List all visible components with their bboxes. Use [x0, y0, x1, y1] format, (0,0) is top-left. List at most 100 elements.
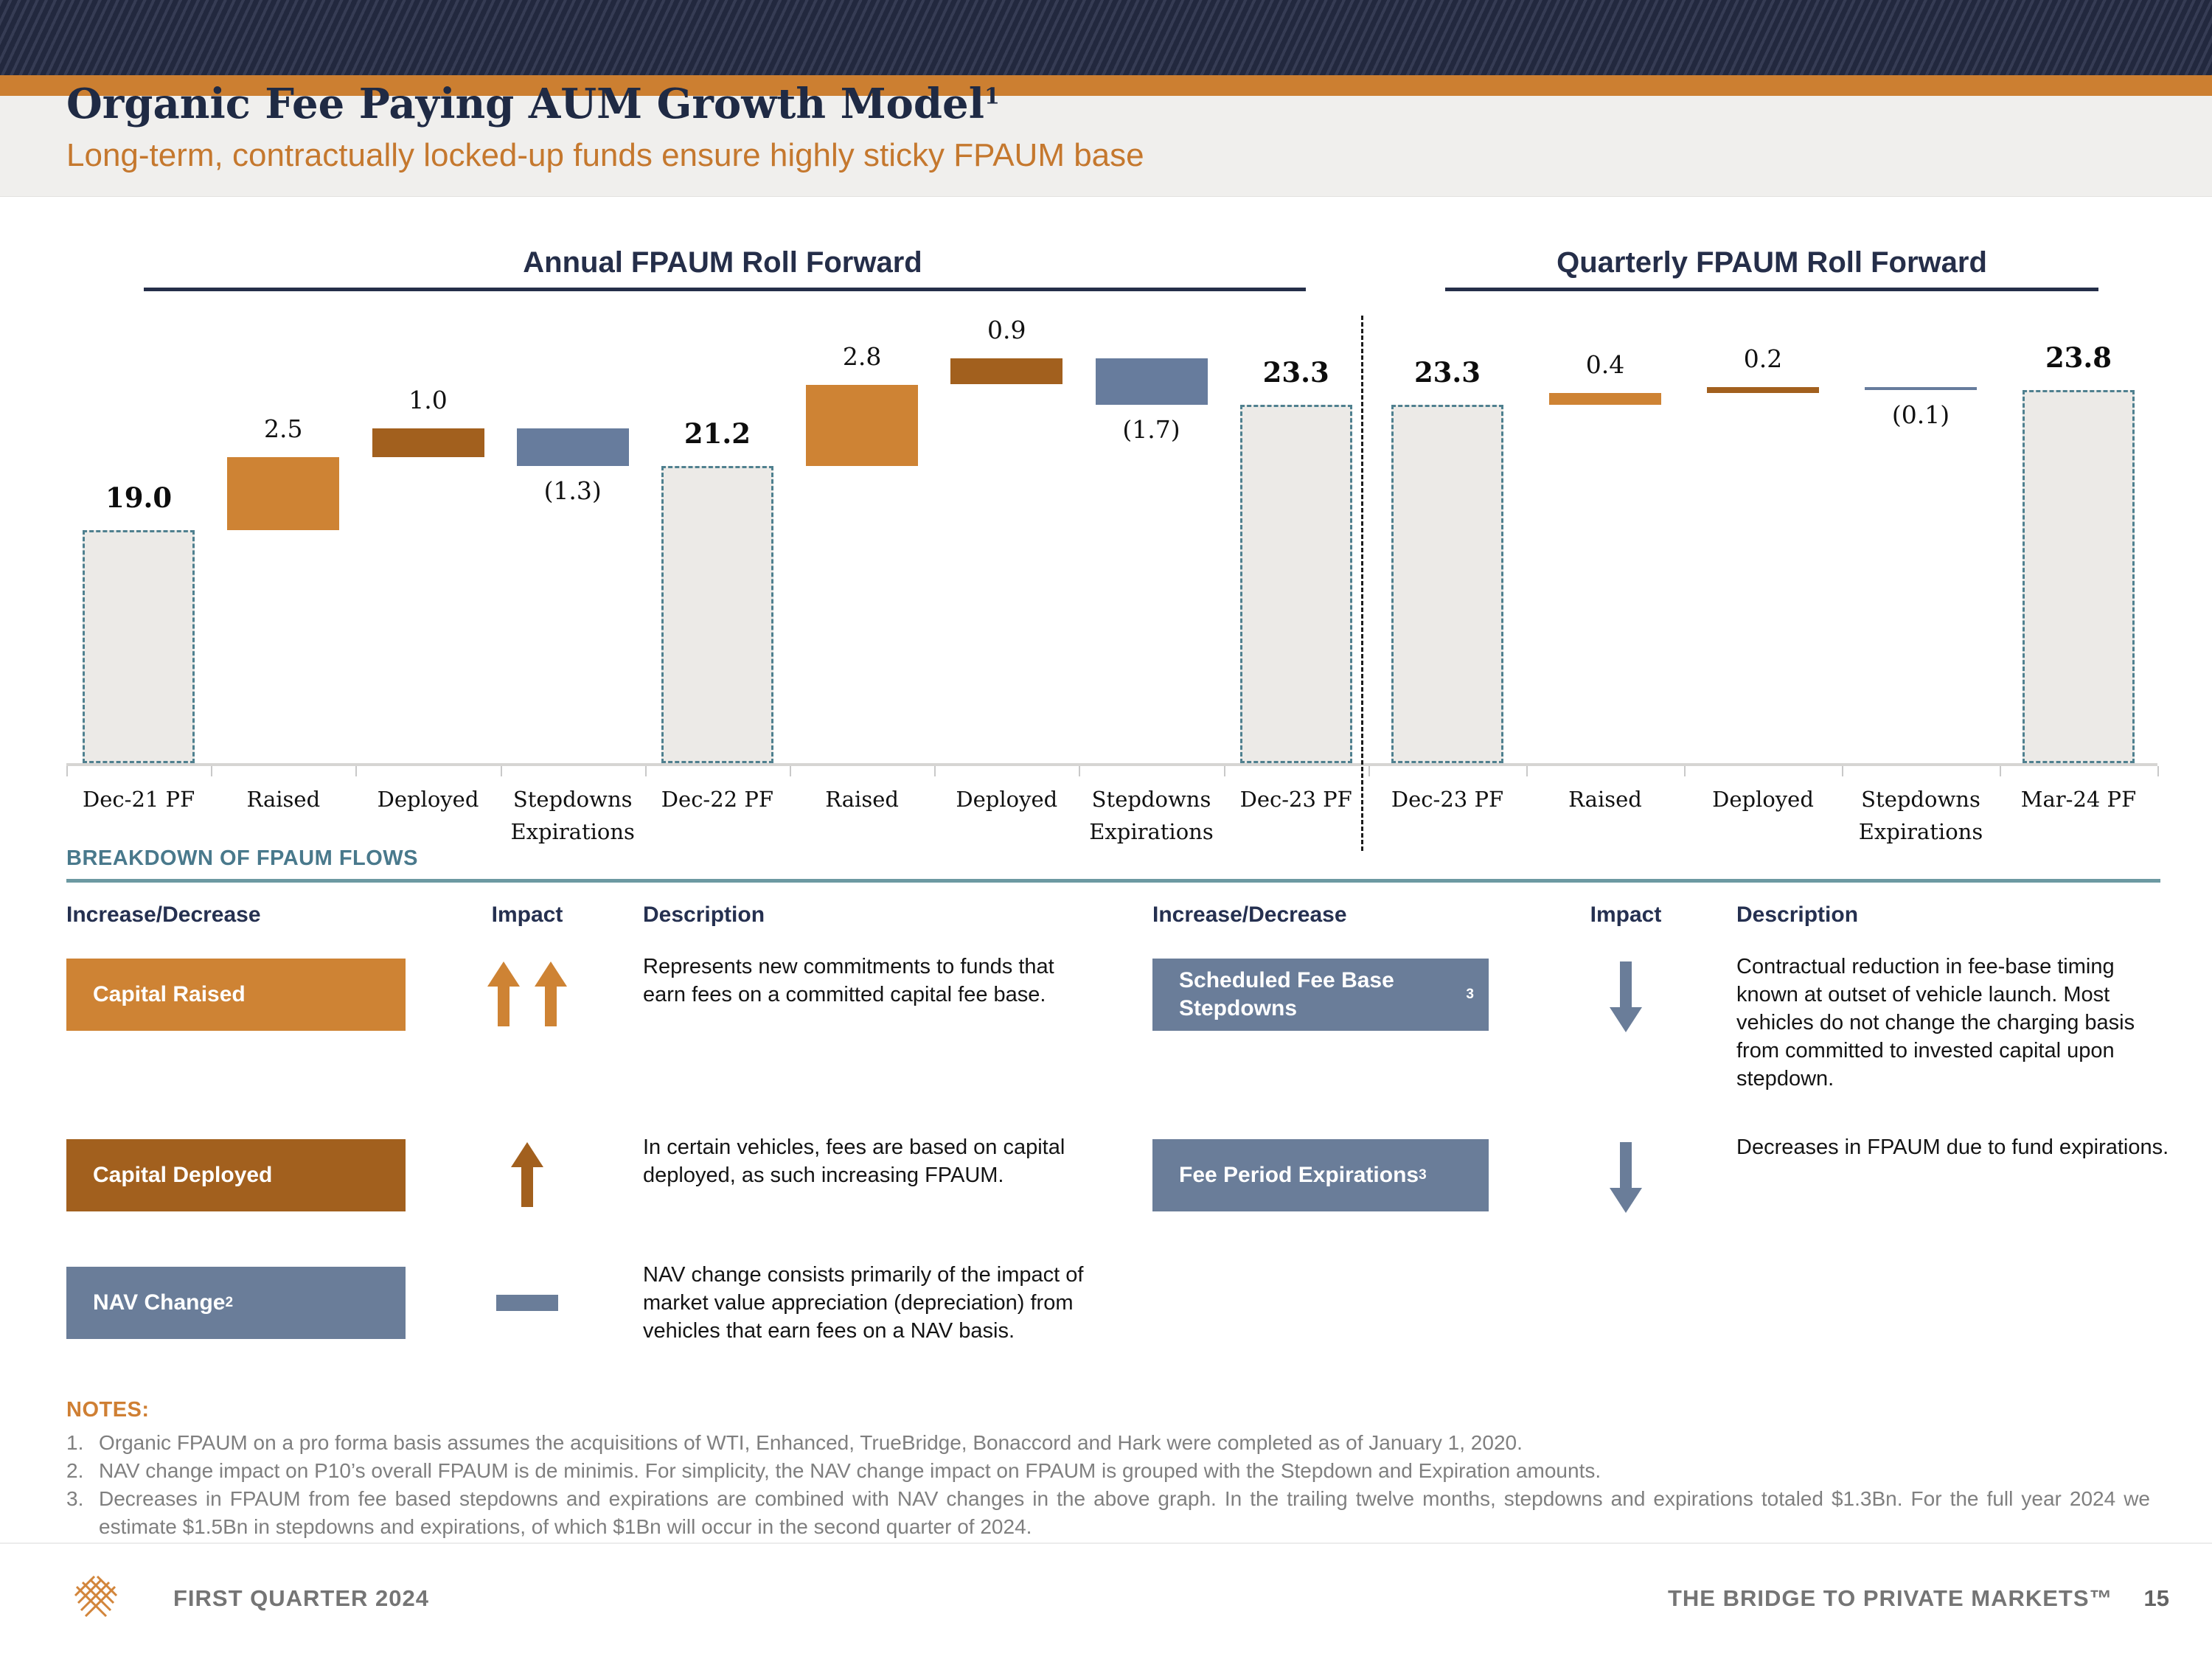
bar-value-label: 0.2 [1743, 344, 1783, 374]
bar-category-label: Stepdowns [512, 787, 633, 812]
axis-tick [1842, 766, 1843, 776]
col-header-increase-right: Increase/Decrease [1152, 902, 1347, 927]
chart-title-underline-quarterly [1445, 288, 2098, 291]
axis-tick [1684, 766, 1686, 776]
chart-title-underline-annual [144, 288, 1306, 291]
note-text: Organic FPAUM on a pro forma basis assum… [99, 1431, 1523, 1454]
bar-value-label: 23.8 [2045, 341, 2112, 375]
flow-description: Decreases in FPAUM due to fund expiratio… [1736, 1135, 2169, 1159]
bar-value-label: 0.9 [987, 315, 1026, 344]
bar-value-label: 0.4 [1585, 350, 1625, 380]
up-arrow-icon [511, 1142, 543, 1207]
footer-rule [0, 1543, 2212, 1544]
waterfall-bar-stepdown [1865, 387, 1977, 391]
impact-up-up [487, 961, 567, 1026]
flow-box-scheduled-fee-base-stepdowns: Scheduled Fee Base Stepdowns 3 [1152, 959, 1489, 1031]
page-number: 15 [2143, 1585, 2169, 1611]
top-navy-band [0, 0, 2212, 75]
bar-category-label: Deployed [377, 787, 479, 812]
chart-divider-dashed-line [1361, 316, 1363, 851]
flow-description: In certain vehicles, fees are based on c… [643, 1135, 1065, 1187]
chart-title-annual: Annual FPAUM Roll Forward [523, 246, 922, 279]
bar-category-label: Raised [1568, 787, 1642, 812]
axis-tick [2000, 766, 2001, 776]
waterfall-bar-total [83, 530, 195, 763]
bar-category-label: Expirations [1858, 819, 1983, 844]
flow-box-label: NAV Change [93, 1290, 226, 1315]
axis-tick [1223, 766, 1225, 776]
bar-category-label: Expirations [1089, 819, 1214, 844]
waterfall-bar-raised [1549, 393, 1661, 406]
bar-category-label: Mar-24 PF [2020, 787, 2137, 812]
bar-value-label: 1.0 [408, 385, 448, 414]
bar-category-label: Dec-21 PF [82, 787, 195, 812]
title-footnote-marker: 1 [984, 83, 1000, 110]
flow-box-capital-deployed: Capital Deployed [66, 1139, 406, 1211]
flow-box-label: Capital Deployed [93, 1163, 273, 1187]
axis-tick [211, 766, 213, 776]
flow-box-footnote-marker: 3 [1419, 1167, 1427, 1183]
bar-category-label: Dec-23 PF [1239, 787, 1352, 812]
waterfall-bar-total [661, 466, 773, 763]
waterfall-bar-deployed [1707, 387, 1819, 394]
flow-box-footnote-marker: 3 [1466, 987, 1474, 1002]
bar-value-label: (0.1) [1891, 400, 1950, 430]
col-header-increase-left: Increase/Decrease [66, 902, 261, 927]
waterfall-bar-deployed [372, 428, 484, 458]
waterfall-bar-raised [806, 384, 919, 467]
up-arrow-icon [535, 961, 567, 1026]
bar-value-label: 23.3 [1262, 356, 1329, 389]
flow-description: Contractual reduction in fee-base timing… [1736, 955, 2135, 1091]
note-number: 3. [66, 1487, 84, 1510]
axis-tick [1526, 766, 1528, 776]
axis-tick [1368, 766, 1370, 776]
bar-category-label: Expirations [510, 819, 635, 844]
footer-tagline: THE BRIDGE TO PRIVATE MARKETS™ 15 [1668, 1585, 2169, 1612]
bar-category-label: Deployed [1712, 787, 1814, 812]
note-number: 2. [66, 1459, 84, 1482]
up-arrow-icon [487, 961, 520, 1026]
bar-category-label: Deployed [956, 787, 1058, 812]
bar-value-label: 2.8 [842, 341, 882, 371]
flow-box-fee-period-expirations: Fee Period Expirations 3 [1152, 1139, 1489, 1211]
waterfall-bar-stepdown [1095, 358, 1208, 406]
impact-down [1610, 1142, 1642, 1213]
footer-tagline-text: THE BRIDGE TO PRIVATE MARKETS™ [1667, 1585, 2113, 1611]
flow-box-capital-raised: Capital Raised [66, 959, 406, 1031]
orange-accent-stripe [0, 75, 2212, 96]
note-text: NAV change impact on P10’s overall FPAUM… [99, 1459, 1601, 1482]
axis-tick [2157, 766, 2159, 776]
flow-box-label: Scheduled Fee Base Stepdowns [1179, 968, 1394, 1020]
bar-category-label: Dec-23 PF [1391, 787, 1504, 812]
bar-value-label: (1.7) [1122, 415, 1180, 445]
down-arrow-icon [1610, 1142, 1642, 1213]
note-item: 2. NAV change impact on P10’s overall FPA… [66, 1457, 2150, 1485]
axis-tick [644, 766, 647, 776]
bar-category-label: Dec-22 PF [661, 787, 773, 812]
notes-heading: NOTES: [66, 1398, 150, 1422]
breakdown-rule [66, 879, 2160, 883]
bar-value-label: 19.0 [105, 481, 173, 514]
col-header-impact-left: Impact [491, 902, 563, 927]
breakdown-heading: BREAKDOWN OF FPAUM FLOWS [66, 846, 419, 870]
impact-down [1610, 961, 1642, 1032]
note-text: Decreases in FPAUM from fee based stepdo… [99, 1487, 2150, 1538]
note-item: 3. Decreases in FPAUM from fee based step… [66, 1485, 2150, 1541]
bar-value-label: 23.3 [1413, 356, 1481, 389]
x-axis [66, 763, 1368, 766]
p10-logo-icon [74, 1575, 118, 1618]
notes-list: 1. Organic FPAUM on a pro forma basis ass… [66, 1429, 2150, 1541]
col-header-description-left: Description [643, 902, 765, 927]
col-header-impact-right: Impact [1590, 902, 1662, 927]
axis-tick [66, 766, 68, 776]
waterfall-bar-raised [227, 457, 340, 530]
axis-tick [500, 766, 502, 776]
axis-tick [355, 766, 358, 776]
axis-tick [1079, 766, 1081, 776]
waterfall-bar-deployed [950, 358, 1063, 385]
bar-category-label: Stepdowns [1861, 787, 1980, 812]
flow-description: NAV change consists primarily of the imp… [643, 1263, 1084, 1343]
waterfall-bar-total [1391, 405, 1503, 763]
